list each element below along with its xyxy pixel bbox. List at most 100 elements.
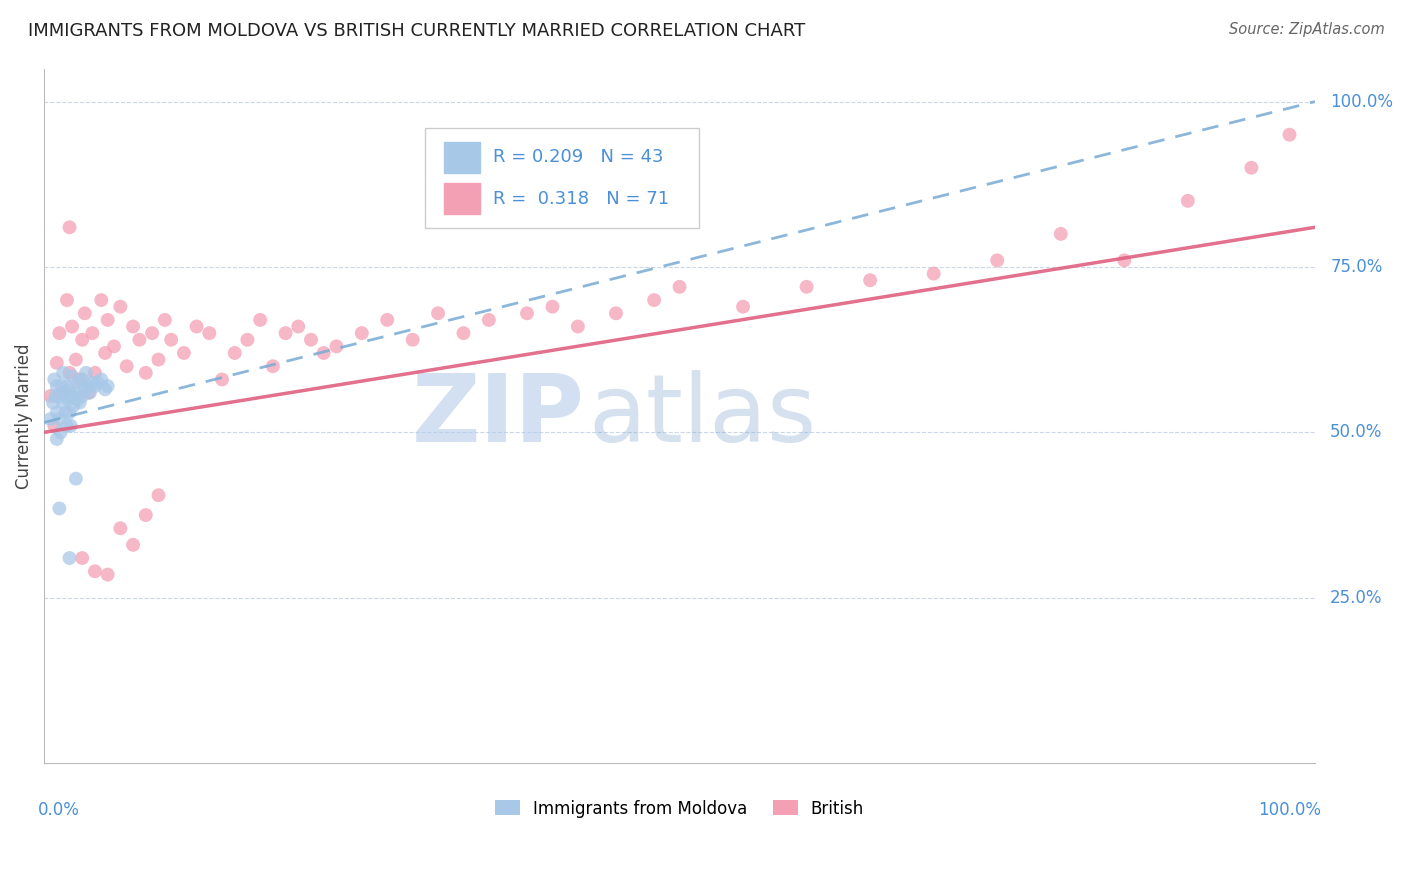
Point: [67, 376, 90, 390]
Point: [58, 383, 80, 397]
Point: [1049, 227, 1071, 241]
Text: Source: ZipAtlas.com: Source: ZipAtlas.com: [1229, 22, 1385, 37]
Point: [274, 326, 297, 340]
Point: [44, 418, 66, 433]
Point: [77, 385, 100, 400]
Point: [198, 326, 221, 340]
Point: [103, 339, 125, 353]
Point: [97, 567, 120, 582]
Point: [605, 306, 627, 320]
Point: [731, 300, 754, 314]
Point: [70, 333, 93, 347]
Point: [173, 346, 195, 360]
Point: [45, 356, 67, 370]
Point: [42, 395, 65, 409]
Point: [859, 273, 882, 287]
Point: [401, 333, 423, 347]
Point: [128, 333, 150, 347]
Point: [70, 389, 93, 403]
Text: IMMIGRANTS FROM MOLDOVA VS BRITISH CURRENTLY MARRIED CORRELATION CHART: IMMIGRANTS FROM MOLDOVA VS BRITISH CURRE…: [28, 22, 806, 40]
Point: [84, 379, 107, 393]
Point: [79, 385, 101, 400]
Point: [350, 326, 373, 340]
Point: [59, 418, 82, 433]
Y-axis label: Currently Married: Currently Married: [15, 343, 32, 489]
Text: R =  0.318   N = 71: R = 0.318 N = 71: [492, 190, 669, 208]
Text: 100.0%: 100.0%: [1258, 801, 1322, 820]
Point: [153, 313, 176, 327]
Point: [160, 333, 183, 347]
Point: [52, 395, 75, 409]
Point: [97, 379, 120, 393]
Point: [56, 379, 79, 393]
Text: 75.0%: 75.0%: [1330, 258, 1382, 276]
Point: [287, 319, 309, 334]
Point: [62, 399, 84, 413]
Point: [567, 319, 589, 334]
Point: [224, 346, 246, 360]
Point: [796, 280, 818, 294]
Point: [86, 376, 108, 390]
Point: [75, 366, 97, 380]
Point: [141, 326, 163, 340]
Point: [55, 405, 77, 419]
Point: [1177, 194, 1199, 208]
Point: [115, 359, 138, 374]
Point: [48, 326, 70, 340]
Point: [45, 379, 67, 393]
Point: [94, 346, 117, 360]
Text: R = 0.209   N = 43: R = 0.209 N = 43: [492, 148, 664, 166]
Point: [986, 253, 1008, 268]
Point: [453, 326, 475, 340]
Point: [73, 306, 96, 320]
Point: [110, 300, 132, 314]
Point: [90, 293, 112, 307]
Point: [148, 488, 170, 502]
Point: [70, 372, 93, 386]
Point: [65, 385, 87, 400]
Bar: [444, 183, 479, 214]
Point: [77, 379, 100, 393]
Point: [375, 313, 398, 327]
Point: [211, 372, 233, 386]
Point: [45, 405, 67, 419]
Legend: Immigrants from Moldova, British: Immigrants from Moldova, British: [488, 793, 870, 824]
Point: [922, 267, 945, 281]
Point: [45, 432, 67, 446]
Point: [312, 346, 335, 360]
Point: [56, 293, 79, 307]
Point: [325, 339, 347, 353]
Point: [49, 425, 72, 440]
Text: 0.0%: 0.0%: [38, 801, 80, 820]
Text: 25.0%: 25.0%: [1330, 589, 1382, 607]
Point: [643, 293, 665, 307]
Point: [60, 319, 83, 334]
Point: [48, 389, 70, 403]
Point: [668, 280, 690, 294]
Point: [39, 389, 62, 403]
Point: [516, 306, 538, 320]
Point: [66, 392, 89, 407]
Point: [44, 372, 66, 386]
Point: [58, 366, 80, 380]
Point: [186, 319, 208, 334]
Point: [69, 372, 91, 386]
Point: [58, 220, 80, 235]
Point: [135, 366, 157, 380]
Point: [56, 418, 79, 433]
Point: [236, 333, 259, 347]
Point: [58, 551, 80, 566]
Point: [45, 389, 67, 403]
Point: [427, 306, 450, 320]
Point: [48, 412, 70, 426]
Point: [90, 372, 112, 386]
Point: [82, 326, 104, 340]
Point: [84, 564, 107, 578]
Point: [1240, 161, 1263, 175]
Point: [52, 366, 75, 380]
Bar: [444, 142, 479, 173]
Point: [541, 300, 564, 314]
Point: [122, 538, 145, 552]
Point: [135, 508, 157, 522]
Point: [69, 395, 91, 409]
